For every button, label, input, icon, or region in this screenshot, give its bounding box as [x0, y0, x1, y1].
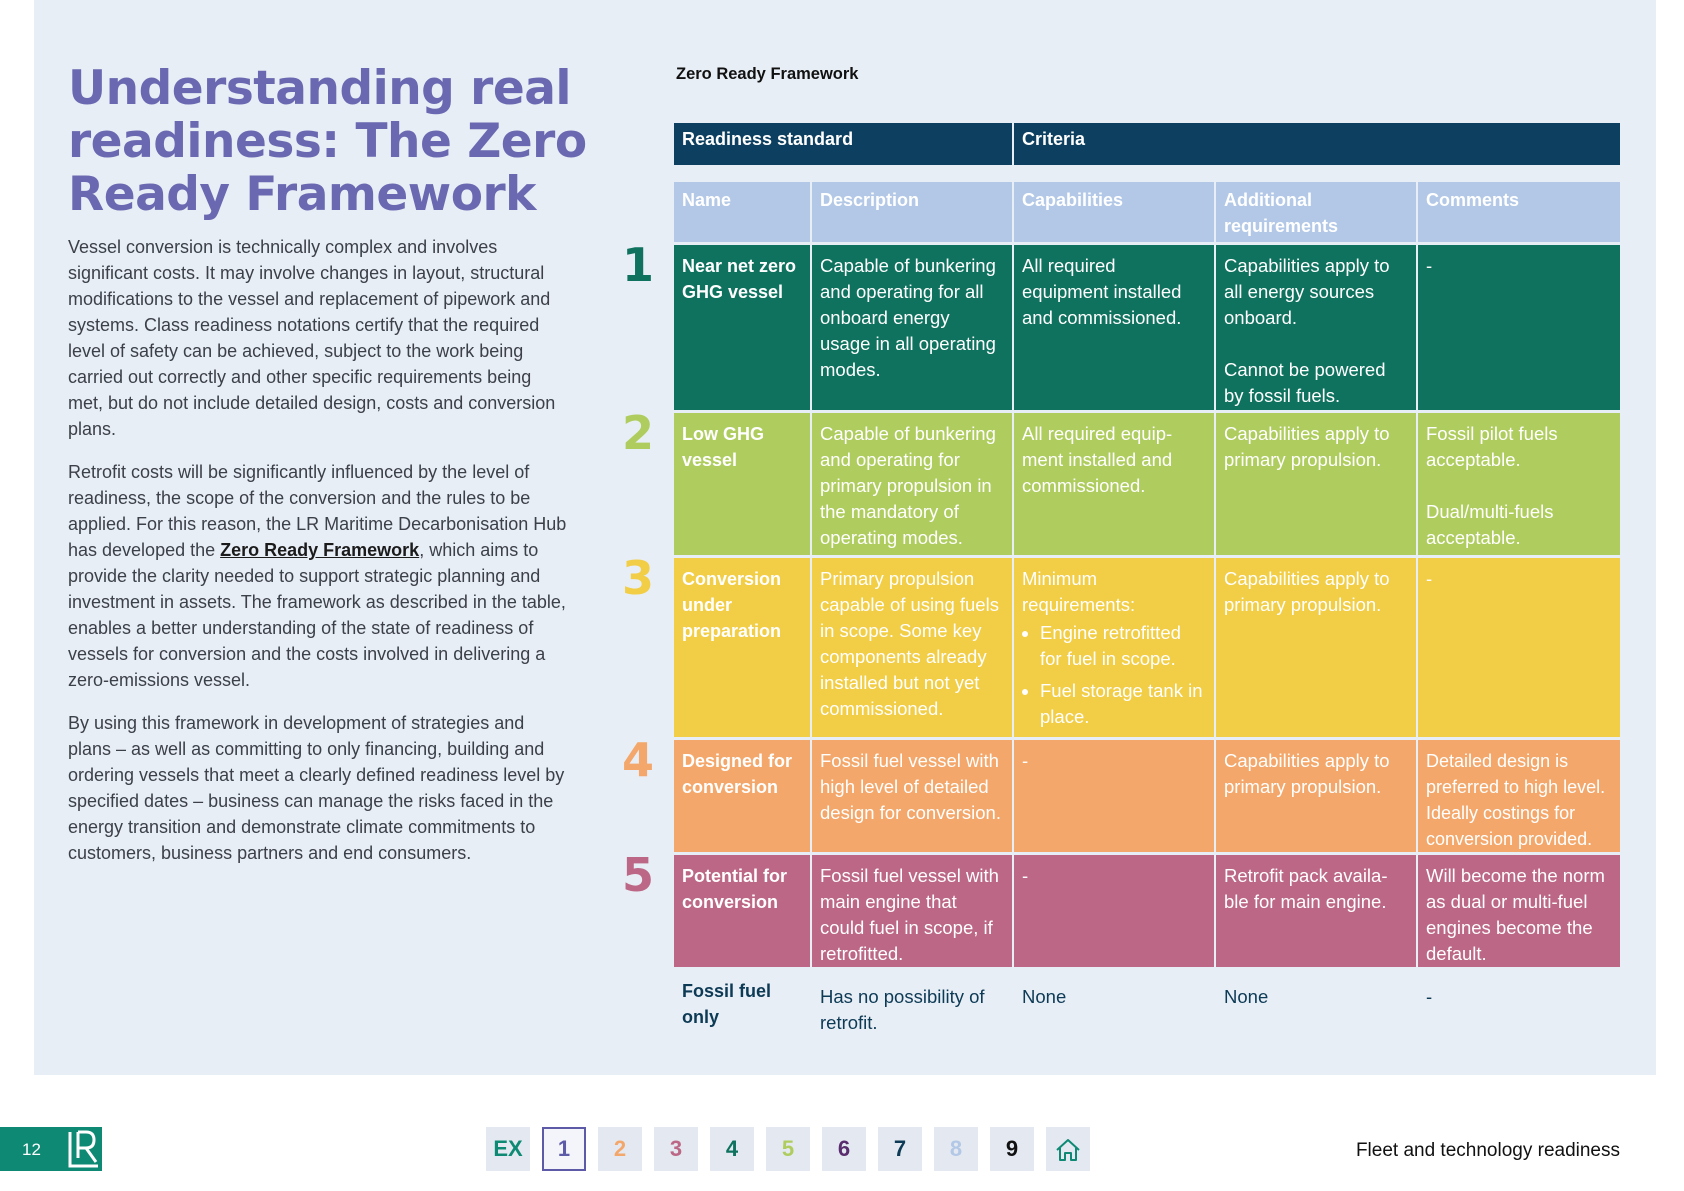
- row-5-comments: Will become the norm as dual or multi-fu…: [1418, 855, 1620, 967]
- nav-section-2[interactable]: 2: [598, 1127, 642, 1171]
- intro-text: Vessel conversion is technically complex…: [68, 234, 568, 883]
- row-5-name: Potential for conversion: [674, 855, 810, 967]
- paragraph-1: Vessel conversion is technically complex…: [68, 237, 556, 439]
- level-number-2: 2: [621, 406, 654, 460]
- row-5-additional: Retrofit pack availa-ble for main engine…: [1216, 855, 1416, 967]
- page-title: Understanding real readiness: The Zero R…: [68, 61, 587, 222]
- zero-ready-framework-link[interactable]: Zero Ready Framework: [220, 540, 420, 560]
- row-3-capability-item-2: Fuel storage tank in place.: [1040, 678, 1206, 730]
- row-1-name: Near net zero GHG vessel: [674, 245, 810, 410]
- level-number-3: 3: [621, 551, 654, 605]
- row-1-capabilities: All required equipment installed and com…: [1014, 245, 1214, 410]
- level-number-5: 5: [621, 848, 654, 902]
- nav-executive-summary[interactable]: EX: [486, 1127, 530, 1171]
- home-button[interactable]: [1046, 1127, 1090, 1171]
- nav-section-6[interactable]: 6: [822, 1127, 866, 1171]
- row-4-additional: Capabilities apply to primary propulsion…: [1216, 740, 1416, 852]
- row-5-description: Fossil fuel vessel with main engine that…: [812, 855, 1012, 967]
- table-caption: Zero Ready Framework: [676, 65, 859, 83]
- paragraph-3: By using this framework in development o…: [68, 713, 565, 863]
- column-header-name: Name: [674, 182, 810, 242]
- header-readiness-standard: Readiness standard: [674, 123, 1012, 165]
- header-criteria: Criteria: [1014, 123, 1620, 165]
- row-3-additional: Capabilities apply to primary propulsion…: [1216, 558, 1416, 737]
- row-4-description: Fossil fuel vessel with high level of de…: [812, 740, 1012, 852]
- column-header-description: Description: [812, 182, 1012, 242]
- row-1-additional-part-2: Cannot be powered by fossil fuels.: [1224, 359, 1386, 406]
- row-3-description: Primary propulsion capable of using fuel…: [812, 558, 1012, 737]
- row-1-comments: -: [1418, 245, 1620, 410]
- lr-logo: [64, 1128, 102, 1171]
- row-1-additional: Capabilities apply to all energy sources…: [1216, 245, 1416, 410]
- nav-section-5[interactable]: 5: [766, 1127, 810, 1171]
- home-icon: [1055, 1136, 1081, 1162]
- nav-section-7[interactable]: 7: [878, 1127, 922, 1171]
- nav-section-9[interactable]: 9: [990, 1127, 1034, 1171]
- nav-section-3[interactable]: 3: [654, 1127, 698, 1171]
- row-6-name: Fossil fuel only: [682, 981, 772, 1027]
- row-4-comments: Detailed design is preferred to high lev…: [1418, 740, 1620, 852]
- row-3-name: Conversion under preparation: [674, 558, 810, 737]
- page-number: 12: [22, 1140, 41, 1159]
- row-6-description: Has no possibility of retrofit.: [820, 986, 985, 1033]
- nav-section-4[interactable]: 4: [710, 1127, 754, 1171]
- row-1-description: Capable of bunkering and operating for a…: [812, 245, 1012, 410]
- paragraph-2-end: , which aims to provide the clarity need…: [68, 540, 566, 690]
- section-title: Fleet and technology readiness: [1355, 1140, 1620, 1161]
- paragraph-2-start: Retrofit costs will be significantly inf…: [68, 462, 567, 560]
- row-6-additional: None: [1224, 986, 1269, 1007]
- row-2-additional: Capabilities apply to primary propulsion…: [1216, 413, 1416, 555]
- column-header-capabilities: Capabilities: [1014, 182, 1214, 242]
- row-2-name: Low GHG vessel: [674, 413, 810, 555]
- row-3-comments: -: [1418, 558, 1620, 737]
- column-header-comments: Comments: [1418, 182, 1620, 242]
- row-2-capabilities: All required equip-ment installed and co…: [1014, 413, 1214, 555]
- row-2-comments-part-2: Dual/multi-fuels acceptable.: [1426, 501, 1554, 548]
- row-2-comments: Fossil pilot fuels acceptable. Dual/mult…: [1418, 413, 1620, 555]
- row-6-capabilities: None: [1022, 986, 1067, 1007]
- row-3-capability-item-1: Engine retrofitted for fuel in scope.: [1040, 620, 1206, 672]
- row-4-capabilities: -: [1014, 740, 1214, 852]
- row-3-capabilities: Minimum requirements: Engine retrofitted…: [1014, 558, 1214, 737]
- column-header-additional: Additional requirements: [1216, 182, 1416, 242]
- level-number-1: 1: [621, 238, 654, 292]
- row-2-comments-part-1: Fossil pilot fuels acceptable.: [1426, 423, 1558, 470]
- row-3-capabilities-list: Engine retrofitted for fuel in scope. Fu…: [1022, 620, 1206, 730]
- row-3-capabilities-intro: Minimum requirements:: [1022, 568, 1136, 615]
- row-2-description: Capable of bunkering and operating for p…: [812, 413, 1012, 555]
- nav-section-8[interactable]: 8: [934, 1127, 978, 1171]
- paragraph-2: Retrofit costs will be significantly inf…: [68, 459, 568, 693]
- row-1-additional-part-1: Capabilities apply to all energy sources…: [1224, 255, 1390, 328]
- row-4-name: Designed for conversion: [674, 740, 810, 852]
- row-5-capabilities: -: [1014, 855, 1214, 967]
- level-number-4: 4: [621, 733, 654, 787]
- nav-section-1[interactable]: 1: [542, 1127, 586, 1171]
- row-6-comments: -: [1426, 986, 1433, 1007]
